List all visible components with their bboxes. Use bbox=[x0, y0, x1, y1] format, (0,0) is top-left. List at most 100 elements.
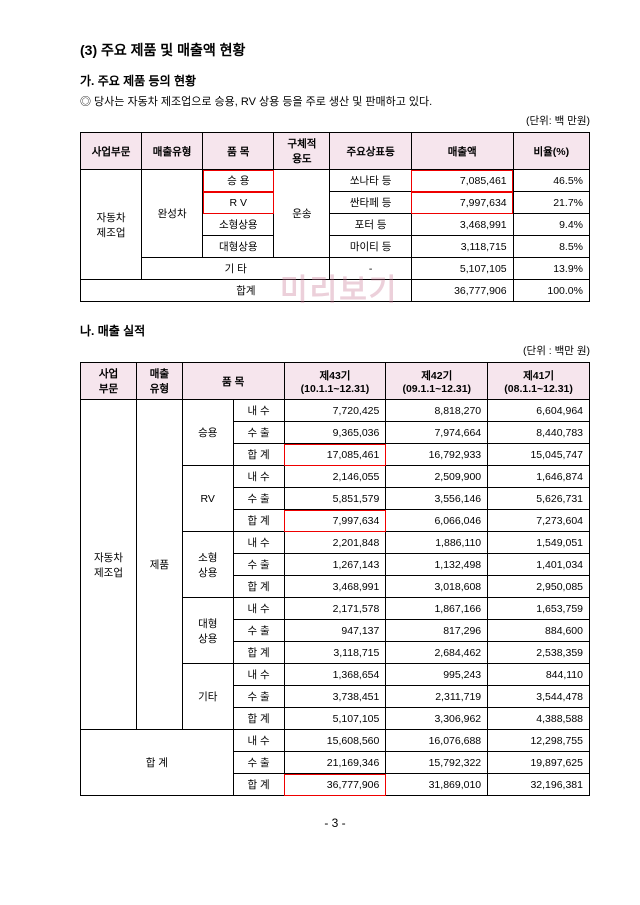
cell-brand: 포터 등 bbox=[330, 214, 411, 236]
cell-b: 7,974,664 bbox=[386, 422, 488, 444]
subsection-a: 가. 주요 제품 등의 현황 bbox=[80, 72, 590, 89]
cell-b: 2,311,719 bbox=[386, 686, 488, 708]
cell-biz: 자동차제조업 bbox=[81, 170, 142, 280]
cell-saletype: 완성차 bbox=[142, 170, 203, 258]
cell-brand: - bbox=[330, 258, 411, 280]
unit-a: (단위: 백 만원) bbox=[80, 113, 590, 128]
table-row: 사업부문 매출유형 품 목 구체적용도 주요상표등 매출액 비율(%) bbox=[81, 133, 590, 170]
cell-group: 소형상용 bbox=[182, 532, 233, 598]
cell-grand-label: 합 계 bbox=[81, 730, 234, 796]
cell-b: 3,556,146 bbox=[386, 488, 488, 510]
cell-a: 7,997,634 bbox=[284, 510, 386, 532]
cell-amt: 36,777,906 bbox=[411, 280, 513, 302]
cell-rate: 100.0% bbox=[513, 280, 589, 302]
cell-group: 대형상용 bbox=[182, 598, 233, 664]
cell-a: 3,738,451 bbox=[284, 686, 386, 708]
unit-b: (단위 : 백만 원) bbox=[80, 343, 590, 358]
th: 매출유형 bbox=[136, 363, 182, 400]
cell-a: 5,107,105 bbox=[284, 708, 386, 730]
cell-c: 1,401,034 bbox=[488, 554, 590, 576]
cell-a: 1,368,654 bbox=[284, 664, 386, 686]
cell-b: 1,886,110 bbox=[386, 532, 488, 554]
cell-b: 2,509,900 bbox=[386, 466, 488, 488]
table-row: 기 타-5,107,10513.9% bbox=[81, 258, 590, 280]
cell-a: 5,851,579 bbox=[284, 488, 386, 510]
cell-b: 6,066,046 bbox=[386, 510, 488, 532]
cell-use: 운송 bbox=[274, 170, 330, 258]
th: 제41기(08.1.1~12.31) bbox=[488, 363, 590, 400]
cell-c: 12,298,755 bbox=[488, 730, 590, 752]
th: 품 목 bbox=[182, 363, 284, 400]
cell-rate: 46.5% bbox=[513, 170, 589, 192]
cell-kind: 수 출 bbox=[233, 422, 284, 444]
cell-group: 승용 bbox=[182, 400, 233, 466]
cell-kind: 수 출 bbox=[233, 488, 284, 510]
cell-item: 승 용 bbox=[203, 170, 274, 192]
cell-kind: 내 수 bbox=[233, 664, 284, 686]
table-2: 사업부문 매출유형 품 목 제43기(10.1.1~12.31) 제42기(09… bbox=[80, 362, 590, 796]
th-use: 구체적용도 bbox=[274, 133, 330, 170]
cell-b: 3,018,608 bbox=[386, 576, 488, 598]
cell-b: 15,792,322 bbox=[386, 752, 488, 774]
cell-b: 16,076,688 bbox=[386, 730, 488, 752]
cell-biz: 자동차제조업 bbox=[81, 400, 137, 730]
cell-c: 844,110 bbox=[488, 664, 590, 686]
subsection-b: 나. 매출 실적 bbox=[80, 322, 590, 339]
cell-kind: 합 계 bbox=[233, 576, 284, 598]
cell-c: 32,196,381 bbox=[488, 774, 590, 796]
cell-amt: 7,085,461 bbox=[411, 170, 513, 192]
cell-a: 3,118,715 bbox=[284, 642, 386, 664]
cell-a: 21,169,346 bbox=[284, 752, 386, 774]
cell-c: 8,440,783 bbox=[488, 422, 590, 444]
cell-a: 2,201,848 bbox=[284, 532, 386, 554]
section-title: (3) 주요 제품 및 매출액 현황 bbox=[80, 40, 590, 60]
cell-a: 15,608,560 bbox=[284, 730, 386, 752]
th: 사업부문 bbox=[81, 363, 137, 400]
cell-total-label: 합계 bbox=[81, 280, 412, 302]
th: 제43기(10.1.1~12.31) bbox=[284, 363, 386, 400]
cell-c: 1,653,759 bbox=[488, 598, 590, 620]
cell-b: 8,818,270 bbox=[386, 400, 488, 422]
cell-a: 9,365,036 bbox=[284, 422, 386, 444]
cell-c: 1,646,874 bbox=[488, 466, 590, 488]
cell-rate: 13.9% bbox=[513, 258, 589, 280]
cell-a: 3,468,991 bbox=[284, 576, 386, 598]
table-row: 자동차제조업완성차승 용운송쏘나타 등7,085,46146.5% bbox=[81, 170, 590, 192]
cell-a: 17,085,461 bbox=[284, 444, 386, 466]
cell-kind: 수 출 bbox=[233, 686, 284, 708]
cell-brand: 쏘나타 등 bbox=[330, 170, 411, 192]
table-row: 합 계내 수15,608,56016,076,68812,298,755 bbox=[81, 730, 590, 752]
cell-item: R V bbox=[203, 192, 274, 214]
cell-c: 884,600 bbox=[488, 620, 590, 642]
cell-c: 2,538,359 bbox=[488, 642, 590, 664]
cell-kind: 수 출 bbox=[233, 620, 284, 642]
cell-a: 36,777,906 bbox=[284, 774, 386, 796]
th-biz: 사업부문 bbox=[81, 133, 142, 170]
cell-kind: 내 수 bbox=[233, 532, 284, 554]
cell-group: 기타 bbox=[182, 664, 233, 730]
cell-brand: 싼타페 등 bbox=[330, 192, 411, 214]
th-item: 품 목 bbox=[203, 133, 274, 170]
cell-b: 3,306,962 bbox=[386, 708, 488, 730]
cell-kind: 수 출 bbox=[233, 554, 284, 576]
cell-brand: 마이티 등 bbox=[330, 236, 411, 258]
page-number: - 3 - bbox=[80, 816, 590, 830]
cell-b: 1,132,498 bbox=[386, 554, 488, 576]
cell-b: 16,792,933 bbox=[386, 444, 488, 466]
th-brand: 주요상표등 bbox=[330, 133, 411, 170]
cell-kind: 수 출 bbox=[233, 752, 284, 774]
cell-a: 1,267,143 bbox=[284, 554, 386, 576]
cell-amt: 7,997,634 bbox=[411, 192, 513, 214]
cell-item: 소형상용 bbox=[203, 214, 274, 236]
cell-kind: 내 수 bbox=[233, 400, 284, 422]
table-row: 사업부문 매출유형 품 목 제43기(10.1.1~12.31) 제42기(09… bbox=[81, 363, 590, 400]
cell-group: RV bbox=[182, 466, 233, 532]
cell-c: 2,950,085 bbox=[488, 576, 590, 598]
cell-kind: 합 계 bbox=[233, 708, 284, 730]
cell-rate: 8.5% bbox=[513, 236, 589, 258]
cell-kind: 합 계 bbox=[233, 444, 284, 466]
cell-kind: 내 수 bbox=[233, 730, 284, 752]
th-saletype: 매출유형 bbox=[142, 133, 203, 170]
table-1: 사업부문 매출유형 품 목 구체적용도 주요상표등 매출액 비율(%) 자동차제… bbox=[80, 132, 590, 302]
cell-amt: 5,107,105 bbox=[411, 258, 513, 280]
